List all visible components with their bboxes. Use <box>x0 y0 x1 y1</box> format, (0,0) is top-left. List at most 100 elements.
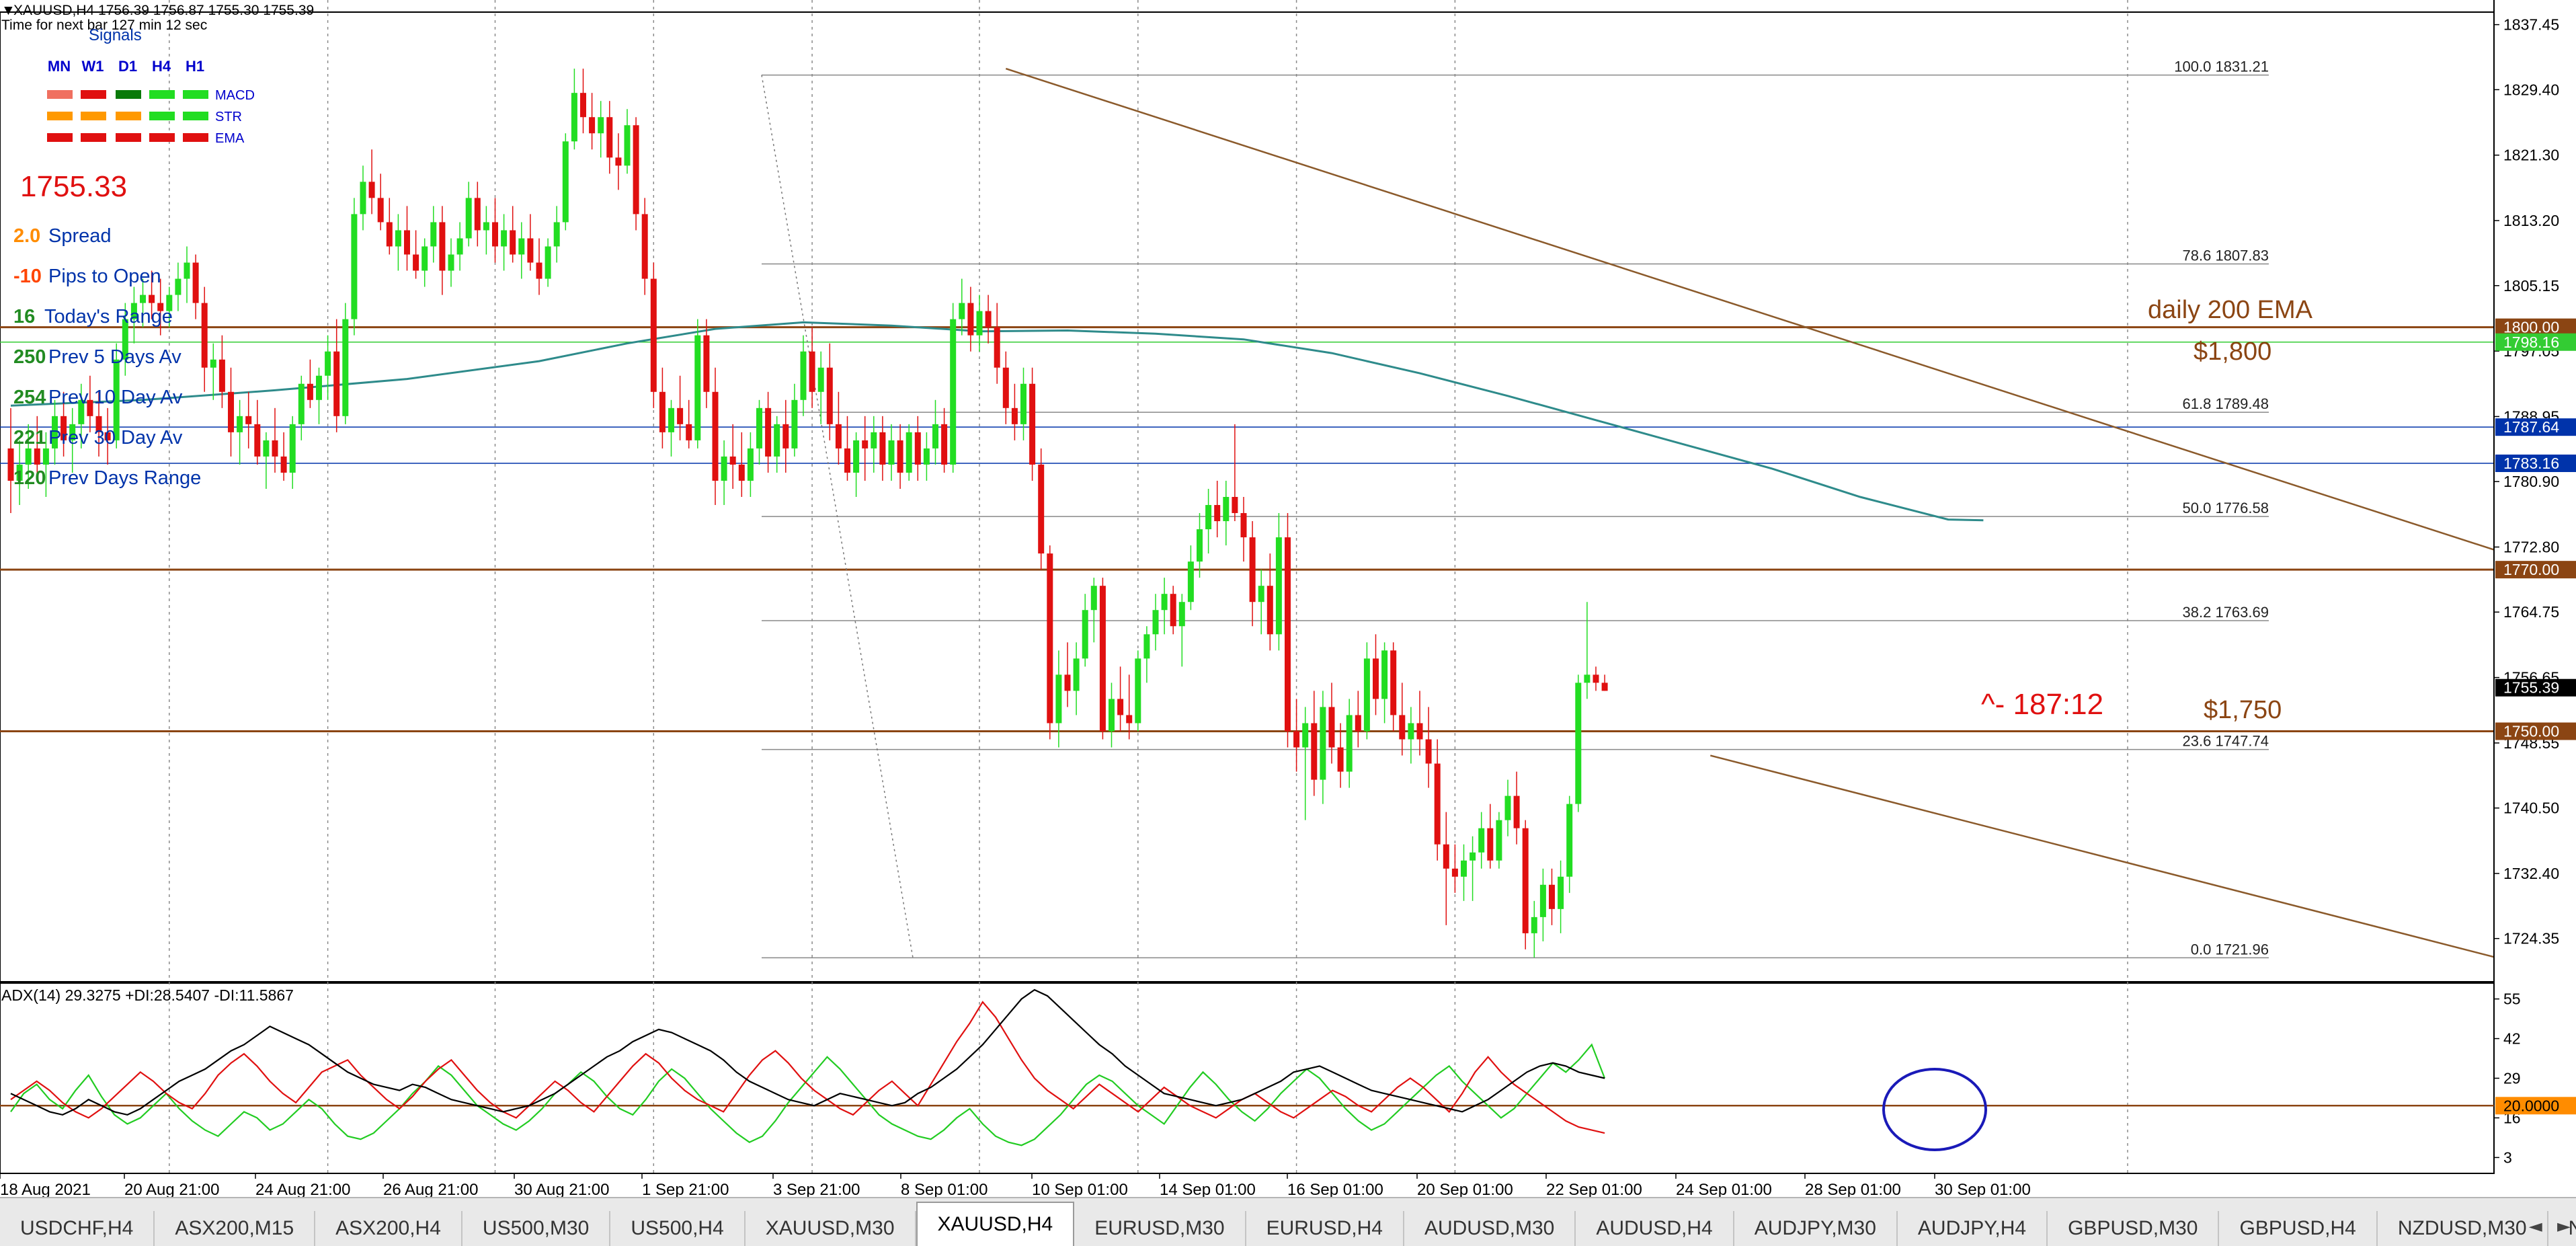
candle-body <box>228 391 234 432</box>
candle-body <box>1020 383 1027 424</box>
signal-cell <box>149 133 175 142</box>
candle <box>1187 545 1194 611</box>
candle <box>1232 424 1238 522</box>
chart-tab[interactable]: US500,H4 <box>610 1211 746 1246</box>
fib-level-label: 23.6 1747.74 <box>2183 733 2269 750</box>
chart-tab[interactable]: GBPUSD,H4 <box>2219 1211 2378 1246</box>
adx-level-label: 20.0000 <box>2503 1097 2559 1114</box>
x-tick-label: 16 Sep 01:00 <box>1287 1181 1383 1197</box>
chart-tab[interactable]: US500,M30 <box>462 1211 611 1246</box>
candle-body <box>113 359 120 440</box>
candle-body <box>1285 537 1291 732</box>
info-value: 221 <box>13 427 46 449</box>
info-label: Today's Range <box>44 306 173 327</box>
chart-tab[interactable]: AUDJPY,H4 <box>1898 1211 2048 1246</box>
chart-tab[interactable]: AUDUSD,H4 <box>1576 1211 1734 1246</box>
candle <box>941 407 948 473</box>
candle <box>1558 860 1564 933</box>
candle <box>280 432 287 481</box>
chart-tab[interactable]: AUDJPY,M30 <box>1734 1211 1898 1246</box>
candle <box>1073 642 1080 715</box>
candle-body <box>140 295 146 303</box>
candle <box>1205 488 1212 554</box>
candle <box>175 262 182 311</box>
info-value: -10 <box>13 266 42 287</box>
candle <box>1266 553 1273 651</box>
candle-body <box>1531 917 1537 933</box>
y-tick-label: 1740.50 <box>2503 800 2559 817</box>
candle-body <box>545 246 551 279</box>
candle-body <box>386 222 393 247</box>
candle <box>237 399 243 465</box>
candle <box>465 182 472 247</box>
candle <box>210 343 216 400</box>
candle-body <box>1002 367 1009 408</box>
candle <box>1399 683 1406 756</box>
candle-body <box>377 198 384 223</box>
chart-tab[interactable]: USDCHF,H4 <box>0 1211 155 1246</box>
candle-body <box>192 262 199 303</box>
info-label: Prev 5 Days Av <box>48 346 182 368</box>
candle <box>686 399 692 449</box>
signal-row-label: EMA <box>215 131 245 146</box>
candle-body <box>1240 513 1247 538</box>
candle <box>738 432 745 497</box>
candle <box>888 424 895 481</box>
y-tick-label: 1724.35 <box>2503 930 2559 947</box>
candle-body <box>25 448 32 465</box>
candle <box>1029 367 1036 481</box>
candle-body <box>1143 634 1150 659</box>
candle <box>871 416 877 473</box>
candle <box>1082 594 1088 667</box>
candle-body <box>624 125 631 166</box>
candle-body <box>492 222 498 247</box>
candle-body <box>941 424 948 465</box>
info-label: Pips to Open <box>48 266 161 287</box>
candle-body <box>756 407 762 449</box>
info-value: 120 <box>13 467 46 489</box>
candle <box>52 399 58 465</box>
scroll-right-icon[interactable]: ► <box>2557 1216 2571 1237</box>
candle-body <box>809 351 815 392</box>
candle <box>1311 691 1318 796</box>
signal-timeframe: MN <box>48 58 71 75</box>
candle-body <box>78 399 85 424</box>
chart-tab[interactable]: GBPUSD,M30 <box>2048 1211 2220 1246</box>
candle-body <box>580 93 586 118</box>
chart-tab[interactable]: ASX200,H4 <box>315 1211 462 1246</box>
candle-body <box>474 198 481 231</box>
candle-body <box>184 262 190 279</box>
candle-body <box>897 440 903 473</box>
candle <box>456 222 463 271</box>
candle-body <box>668 407 674 432</box>
trendline-lower <box>1709 754 2512 963</box>
candle-body <box>456 238 463 255</box>
candle <box>1381 642 1388 724</box>
candle <box>1416 691 1423 756</box>
chart-tab[interactable]: EURUSD,H4 <box>1246 1211 1404 1246</box>
candle <box>1126 674 1133 740</box>
candle-body <box>1346 715 1353 772</box>
y-tick-label: 1732.40 <box>2503 865 2559 882</box>
candle <box>368 149 375 215</box>
candle <box>25 424 32 489</box>
chart-tab[interactable]: AUDUSD,M30 <box>1404 1211 1576 1246</box>
chart-tab[interactable]: EURUSD,M30 <box>1074 1211 1246 1246</box>
candle-body <box>1258 586 1264 602</box>
candle-body <box>413 254 419 271</box>
signal-cell <box>81 112 106 120</box>
chart-tab[interactable]: XAUUSD,H4 <box>916 1202 1075 1246</box>
candle-body <box>175 278 182 295</box>
chart-tab[interactable]: XAUUSD,M30 <box>746 1211 916 1246</box>
scroll-left-icon[interactable]: ◄ <box>2528 1216 2542 1237</box>
candle <box>677 375 684 440</box>
candle <box>950 303 957 473</box>
candle-body <box>1038 464 1045 554</box>
chart-tab[interactable]: NZDUSD,H4 <box>2548 1211 2576 1246</box>
candle <box>1531 900 1537 958</box>
price-chart[interactable]: 100.0 1831.21 78.6 1807.83 61.8 1789.48 50.… <box>0 0 2576 1197</box>
candle-body <box>395 230 401 247</box>
candle <box>421 238 428 287</box>
chart-tab[interactable]: ASX200,M15 <box>155 1211 316 1246</box>
chart-tab[interactable]: NZDUSD,M30 <box>2378 1211 2548 1246</box>
